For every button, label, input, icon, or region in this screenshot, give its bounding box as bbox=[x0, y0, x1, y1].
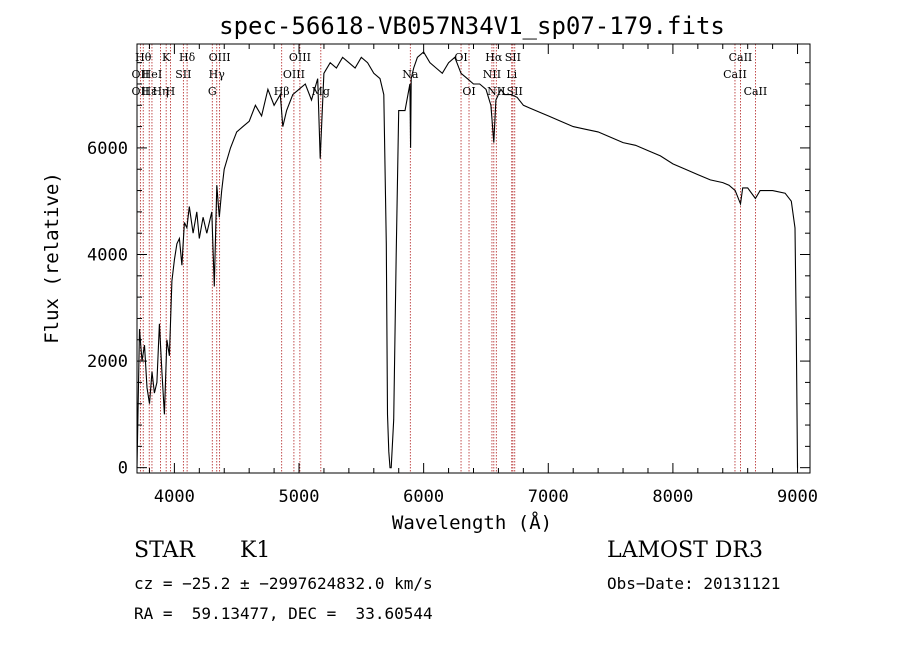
x-tick-label: 7000 bbox=[528, 487, 569, 507]
x-tick-label: 5000 bbox=[279, 487, 320, 507]
line-label: Li bbox=[506, 68, 517, 81]
line-label: OII bbox=[132, 68, 150, 81]
line-label: Hδ bbox=[179, 51, 196, 64]
x-axis-label: Wavelength (Å) bbox=[392, 511, 552, 534]
line-label: CaII bbox=[744, 85, 768, 98]
line-label: Mg bbox=[312, 85, 330, 98]
line-label: OIII bbox=[283, 68, 305, 81]
line-label: Hβ bbox=[274, 85, 290, 98]
coordinates: RA = 59.13477, DEC = 33.60544 bbox=[134, 604, 433, 623]
x-tick-label: 8000 bbox=[652, 487, 693, 507]
line-label: OI bbox=[454, 51, 467, 64]
line-label: Hα bbox=[485, 51, 503, 64]
line-label: NII bbox=[483, 68, 501, 81]
line-label: Hθ bbox=[135, 51, 152, 64]
y-tick-label: 2000 bbox=[87, 352, 128, 372]
line-label: OII bbox=[132, 85, 150, 98]
line-label: Na bbox=[402, 68, 419, 81]
x-tick-label: 4000 bbox=[154, 487, 195, 507]
reference-lines bbox=[139, 44, 756, 473]
y-axis-ticks: 0 2000 4000 6000 bbox=[87, 62, 810, 479]
x-tick-label: 9000 bbox=[777, 487, 818, 507]
line-label: Hγ bbox=[209, 68, 226, 81]
line-label: SII bbox=[505, 51, 521, 64]
line-label: OI bbox=[462, 85, 475, 98]
y-tick-label: 6000 bbox=[87, 139, 128, 159]
y-axis-label: Flux (relative) bbox=[41, 172, 63, 344]
object-subclass: K1 bbox=[240, 538, 271, 563]
x-tick-label: 6000 bbox=[403, 487, 444, 507]
line-label: G bbox=[208, 85, 217, 98]
line-label: H bbox=[166, 85, 176, 98]
plot-frame bbox=[136, 43, 811, 474]
line-label: NII bbox=[487, 85, 505, 98]
chart-title: spec-56618-VB057N34V1_sp07-179.fits bbox=[219, 12, 725, 40]
line-label: K bbox=[162, 51, 171, 64]
obs-date: Obs−Date: 20131121 bbox=[607, 574, 781, 593]
line-label: HeI bbox=[142, 68, 162, 81]
line-label: CaII bbox=[723, 68, 747, 81]
line-labels: HθOIIOIIHεHeIHηKHSIIHδGHγOIIIHβOIIIOIIIM… bbox=[132, 51, 768, 98]
x-axis-ticks: 4000 5000 6000 7000 8000 9000 bbox=[148, 44, 818, 507]
line-label: SII bbox=[175, 68, 191, 81]
y-tick-label: 4000 bbox=[87, 246, 128, 266]
line-label: Hε bbox=[142, 85, 158, 98]
spectrum-line bbox=[136, 51, 799, 469]
object-class: STAR bbox=[134, 538, 195, 563]
y-tick-label: 0 bbox=[118, 459, 128, 479]
survey-name: LAMOST DR3 bbox=[607, 538, 763, 563]
line-label: CaII bbox=[729, 51, 753, 64]
line-label: OIII bbox=[209, 51, 231, 64]
line-label: OIII bbox=[289, 51, 311, 64]
line-label: Hη bbox=[152, 85, 168, 98]
redshift-line: cz = −25.2 ± −2997624832.0 km/s bbox=[134, 574, 433, 593]
